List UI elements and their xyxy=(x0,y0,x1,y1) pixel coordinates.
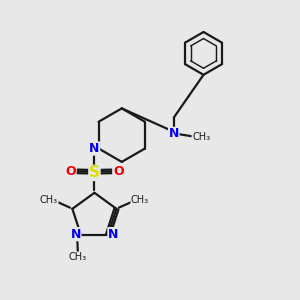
Text: O: O xyxy=(113,165,124,178)
Text: N: N xyxy=(169,128,179,140)
Text: CH₃: CH₃ xyxy=(69,252,87,262)
Text: CH₃: CH₃ xyxy=(40,195,58,205)
Text: S: S xyxy=(89,165,100,180)
Text: CH₃: CH₃ xyxy=(131,195,149,205)
Text: N: N xyxy=(89,142,100,155)
Text: N: N xyxy=(108,228,118,241)
Text: N: N xyxy=(70,228,81,241)
Text: O: O xyxy=(65,165,76,178)
Text: CH₃: CH₃ xyxy=(192,132,210,142)
